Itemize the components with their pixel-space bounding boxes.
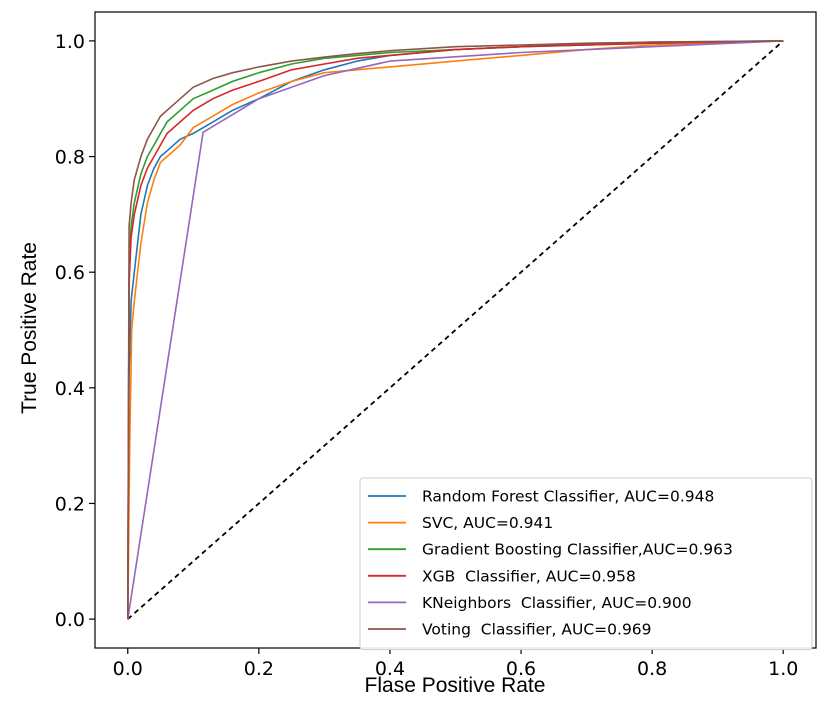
x-tick-label-3: 0.6 — [506, 658, 536, 680]
series-line-4 — [127, 40, 784, 620]
legend: Random Forest Classifier, AUC=0.948 SVC, … — [359, 477, 813, 651]
y-axis-title: True Positive Rate — [18, 242, 41, 414]
legend-label-1: SVC, AUC=0.941 — [422, 514, 553, 532]
y-tick-label-4: 0.8 — [55, 147, 85, 169]
legend-label-3: XGB Classifier, AUC=0.958 — [422, 567, 636, 585]
legend-box — [359, 477, 813, 651]
y-tick-label-1: 0.2 — [55, 493, 85, 515]
legend-label-5: Voting Classifier, AUC=0.969 — [422, 621, 652, 639]
y-tick-label-3: 0.6 — [55, 262, 85, 284]
x-tick-label-1: 0.2 — [244, 658, 274, 680]
series-line-1 — [127, 40, 784, 620]
axes: 0.0 0.2 0.4 0.6 0.8 1.0 0.0 0.2 0.4 0.6 0.8 1.0 — [55, 11, 817, 680]
legend-label-2: Gradient Boosting Classifier,AUC=0.963 — [422, 541, 733, 559]
legend-label-4: KNeighbors Classifier, AUC=0.900 — [422, 594, 692, 612]
x-tick-label-5: 1.0 — [768, 658, 798, 680]
legend-label-0: Random Forest Classifier, AUC=0.948 — [422, 488, 714, 506]
x-axis-title: Flase Positive Rate — [365, 674, 546, 697]
diagonal-reference-line — [127, 40, 784, 620]
y-tick-label-2: 0.4 — [55, 378, 85, 400]
series-line-3 — [127, 40, 784, 620]
plot-area — [127, 40, 784, 620]
y-tick-label-0: 0.0 — [55, 609, 85, 631]
x-tick-label-4: 0.8 — [637, 658, 667, 680]
y-tick-label-5: 1.0 — [55, 31, 85, 53]
series-line-5 — [127, 40, 784, 620]
x-tick-label-2: 0.4 — [375, 658, 405, 680]
x-tick-label-0: 0.0 — [113, 658, 143, 680]
